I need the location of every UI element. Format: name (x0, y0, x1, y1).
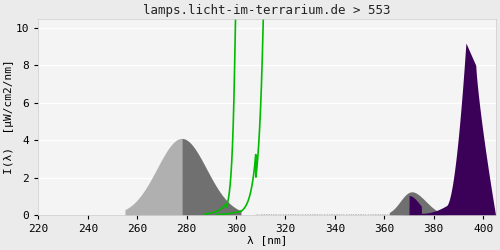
Title: lamps.licht-im-terrarium.de > 553: lamps.licht-im-terrarium.de > 553 (143, 4, 390, 18)
Y-axis label: I(λ)  [μW/cm2/nm]: I(λ) [μW/cm2/nm] (4, 60, 15, 174)
X-axis label: λ [nm]: λ [nm] (246, 236, 287, 246)
